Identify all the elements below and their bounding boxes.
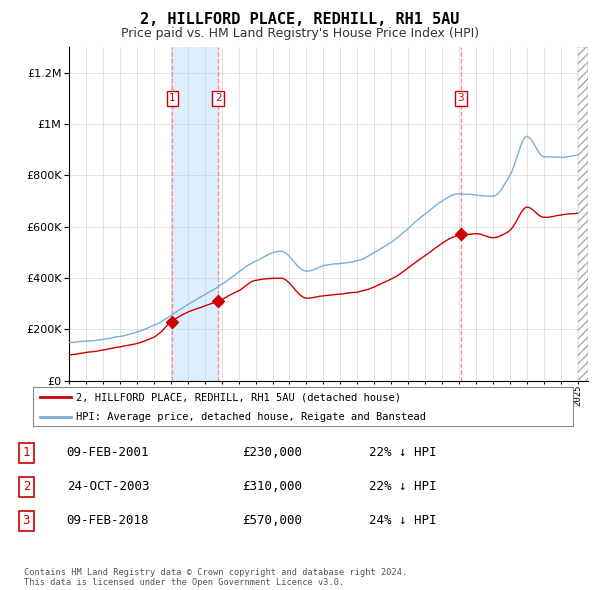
Text: 24-OCT-2003: 24-OCT-2003: [67, 480, 149, 493]
Text: 1: 1: [23, 446, 30, 459]
Text: HPI: Average price, detached house, Reigate and Banstead: HPI: Average price, detached house, Reig…: [76, 412, 427, 422]
Text: 22% ↓ HPI: 22% ↓ HPI: [369, 480, 437, 493]
FancyBboxPatch shape: [33, 387, 573, 426]
Text: 2: 2: [215, 93, 221, 103]
Text: 3: 3: [457, 93, 464, 103]
Text: 24% ↓ HPI: 24% ↓ HPI: [369, 514, 437, 527]
Text: £230,000: £230,000: [242, 446, 302, 459]
Text: 09-FEB-2018: 09-FEB-2018: [67, 514, 149, 527]
Text: 22% ↓ HPI: 22% ↓ HPI: [369, 446, 437, 459]
Text: Contains HM Land Registry data © Crown copyright and database right 2024.
This d: Contains HM Land Registry data © Crown c…: [24, 568, 407, 587]
Text: 3: 3: [23, 514, 30, 527]
Text: 2: 2: [23, 480, 30, 493]
Text: £310,000: £310,000: [242, 480, 302, 493]
Text: 2, HILLFORD PLACE, REDHILL, RH1 5AU (detached house): 2, HILLFORD PLACE, REDHILL, RH1 5AU (det…: [76, 392, 401, 402]
Text: Price paid vs. HM Land Registry's House Price Index (HPI): Price paid vs. HM Land Registry's House …: [121, 27, 479, 40]
Bar: [172, 47, 218, 381]
Text: 1: 1: [169, 93, 176, 103]
Text: £570,000: £570,000: [242, 514, 302, 527]
Text: 09-FEB-2001: 09-FEB-2001: [67, 446, 149, 459]
Text: 2, HILLFORD PLACE, REDHILL, RH1 5AU: 2, HILLFORD PLACE, REDHILL, RH1 5AU: [140, 12, 460, 27]
